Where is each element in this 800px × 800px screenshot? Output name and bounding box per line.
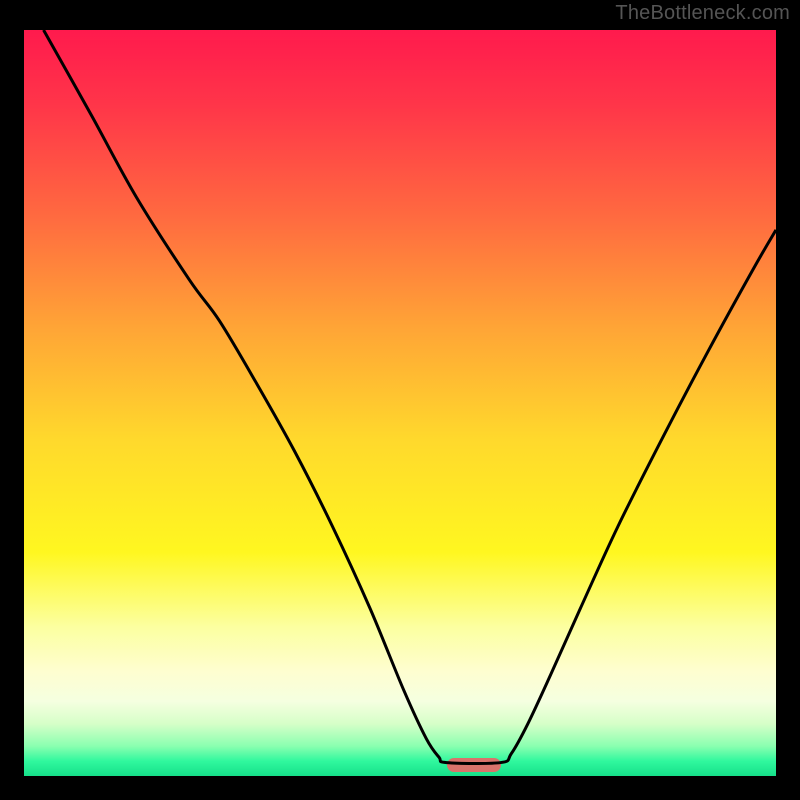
chart-container: TheBottleneck.com [0, 0, 800, 800]
watermark-text: TheBottleneck.com [615, 2, 790, 25]
bottleneck-curve [24, 30, 776, 776]
curve-path [44, 30, 776, 763]
plot-area [24, 30, 776, 776]
